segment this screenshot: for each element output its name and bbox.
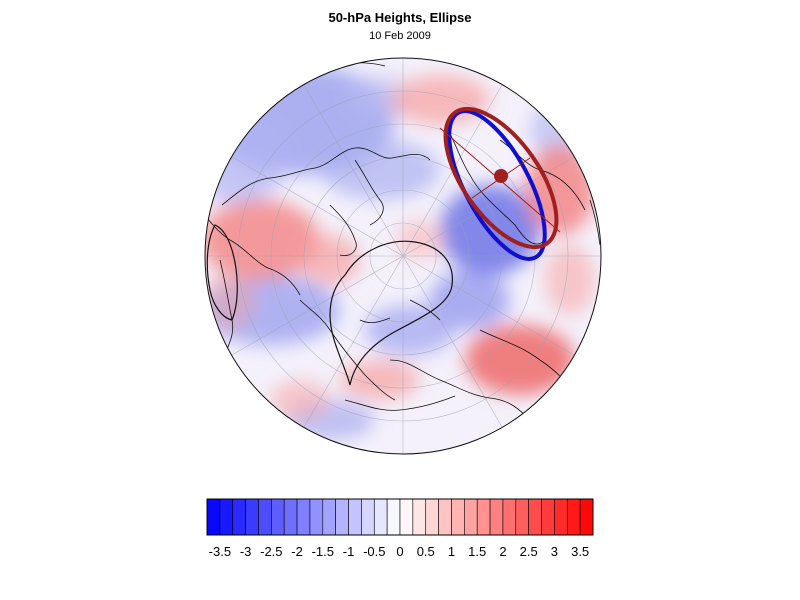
colorbar-cell <box>515 498 529 536</box>
colorbar-tick-label: 1.5 <box>468 544 486 559</box>
colorbar-tick-label: 0 <box>396 544 403 559</box>
map-date: 10 Feb 2009 <box>369 30 431 42</box>
colorbar-tick-label: 3 <box>551 544 558 559</box>
colorbar-cell <box>476 498 491 536</box>
colorbar-cell <box>399 498 414 536</box>
colorbar-tick-label: -1 <box>343 544 355 559</box>
colorbar-cell <box>219 498 234 536</box>
colorbar-tick-label: 0.5 <box>417 544 435 559</box>
colorbar-ticks: -3.5 -3 -2.5 -2 -1.5 -1 -0.5 0 0.5 1 1.5 2 2.5 3 3.5 <box>209 544 590 559</box>
coastlines <box>205 62 601 421</box>
red-ellipse <box>443 106 559 250</box>
colorbar-tick-label: 3.5 <box>571 544 589 559</box>
colorbar-tick-label: -3.5 <box>209 544 231 559</box>
colorbar-cell <box>579 498 594 536</box>
colorbar-cell <box>348 498 362 536</box>
colorbar-cell <box>438 498 452 536</box>
colorbar-cell <box>283 498 298 536</box>
colorbar-cell <box>464 498 478 536</box>
colorbar-tick-label: 2 <box>499 544 506 559</box>
colorbar-cell <box>309 498 324 536</box>
colorbar-cell <box>322 498 336 536</box>
map-title: 50-hPa Heights, Ellipse <box>328 10 472 25</box>
globe-border <box>204 57 602 455</box>
colorbar-cell <box>541 498 555 536</box>
colorbar-cell <box>206 498 221 536</box>
colorbar-tick-label: -2 <box>291 544 303 559</box>
colorbar-tick-label: -0.5 <box>363 544 385 559</box>
colorbar-cell <box>502 498 517 536</box>
colorbar-cell <box>335 498 349 536</box>
colorbar-cell <box>361 498 375 536</box>
colorbar-cell <box>373 498 388 536</box>
colorbar-cell <box>528 498 542 536</box>
colorbar-cell <box>245 498 259 536</box>
colorbar-cell <box>296 498 311 536</box>
colorbar-tick-label: -2.5 <box>260 544 282 559</box>
colorbar-cell <box>554 498 568 536</box>
colorbar-cell <box>271 498 285 536</box>
colorbar-cell <box>425 498 439 536</box>
colorbar-tick-label: -3 <box>240 544 252 559</box>
colorbar-cell <box>232 498 246 536</box>
colorbar-tick-label: -1.5 <box>312 544 334 559</box>
colorbar-tick-label: 2.5 <box>520 544 538 559</box>
colorbar-cell <box>489 498 504 536</box>
colorbar-cell <box>386 498 401 536</box>
ellipse-overlay <box>439 106 561 261</box>
colorbar-cell <box>451 498 465 536</box>
colorbar-cell <box>412 498 427 536</box>
ellipse-centroid <box>494 169 508 183</box>
colorbar-cell <box>258 498 272 536</box>
colorbar-frame <box>206 498 594 536</box>
contour-lines <box>206 224 453 386</box>
colorbar-cells <box>206 498 594 536</box>
colorbar-tick-label: 1 <box>448 544 455 559</box>
colorbar-cell <box>566 498 581 536</box>
